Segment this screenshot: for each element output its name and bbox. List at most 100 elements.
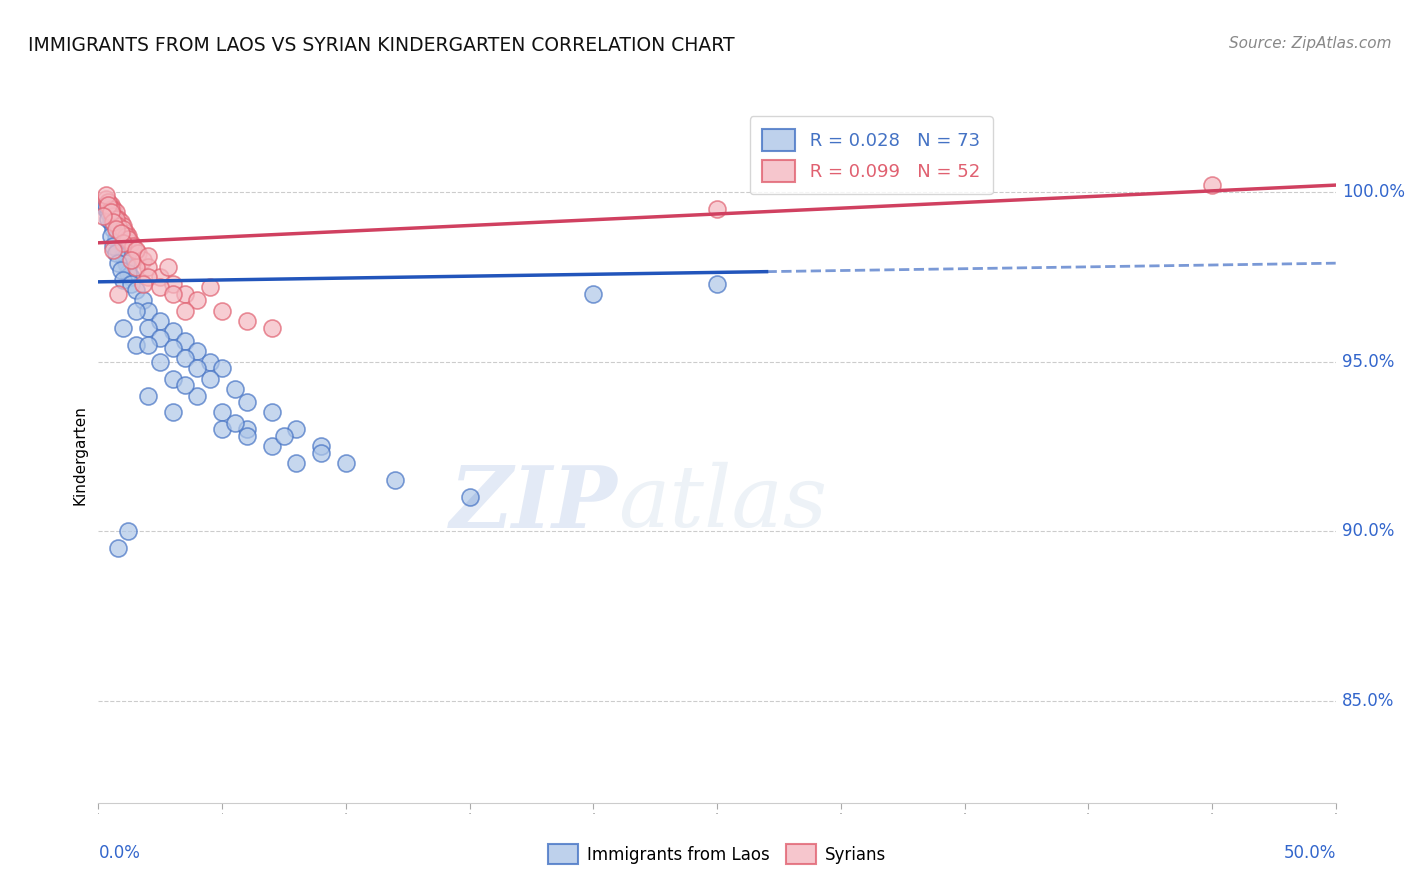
Point [162,341,184,355]
Text: 100.0%: 100.0% [1341,183,1405,201]
Point [94,188,117,202]
Point [124,303,146,318]
Point [104,212,127,227]
Point [94,202,117,216]
Point [100,209,122,223]
Point [107,219,129,233]
Point [124,337,146,351]
Point [107,256,129,270]
Point [112,249,135,263]
Point [186,344,208,359]
Text: 95.0%: 95.0% [1341,352,1395,370]
Point [260,405,283,419]
Point [100,205,122,219]
Text: 50.0%: 50.0% [1284,844,1336,862]
Point [112,219,135,233]
Point [198,354,221,368]
Point [107,243,129,257]
Point [309,446,332,460]
Point [132,252,155,267]
Point [224,382,246,396]
Point [149,280,172,294]
Point [103,212,125,227]
Point [114,229,136,244]
Point [127,246,149,260]
Point [104,222,127,236]
Point [112,235,135,250]
Point [174,303,197,318]
Point [224,416,246,430]
Point [156,260,179,274]
Point [260,320,283,334]
Point [117,266,139,280]
Y-axis label: Kindergarten: Kindergarten [72,405,87,505]
Point [120,252,142,267]
Point [107,226,129,240]
Point [117,524,139,539]
Point [100,202,122,216]
Point [335,457,357,471]
Point [97,198,120,212]
Point [211,422,233,436]
Point [273,429,295,443]
Point [104,246,127,260]
Point [136,249,159,263]
Point [114,252,136,267]
Point [149,314,172,328]
Point [186,293,208,308]
Legend: Immigrants from Laos, Syrians: Immigrants from Laos, Syrians [541,838,893,871]
Point [260,439,283,453]
Point [103,243,125,257]
Point [136,388,159,402]
Point [104,232,127,246]
Point [100,215,122,229]
Point [236,429,259,443]
Point [120,277,142,291]
Point [103,202,125,216]
Point [162,405,184,419]
Text: 85.0%: 85.0% [1341,692,1395,710]
Point [186,361,208,376]
Point [100,198,122,212]
Point [162,371,184,385]
Point [236,395,259,409]
Point [93,209,115,223]
Text: 0.0%: 0.0% [98,844,141,862]
Point [97,212,120,227]
Point [149,331,172,345]
Point [285,457,308,471]
Point [107,212,129,227]
Point [162,324,184,338]
Point [384,474,406,488]
Point [94,192,117,206]
Point [110,226,132,240]
Point [149,269,172,284]
Point [132,293,155,308]
Point [285,422,308,436]
Point [174,378,197,392]
Text: IMMIGRANTS FROM LAOS VS SYRIAN KINDERGARTEN CORRELATION CHART: IMMIGRANTS FROM LAOS VS SYRIAN KINDERGAR… [28,36,735,54]
Point [124,243,146,257]
Point [174,334,197,349]
Point [97,205,120,219]
Point [136,260,159,274]
Point [706,202,728,216]
Point [149,354,172,368]
Point [103,222,125,236]
Point [110,215,132,229]
Point [1201,178,1223,193]
Point [117,229,139,244]
Point [117,260,139,274]
Point [211,303,233,318]
Point [112,273,135,287]
Point [124,283,146,297]
Text: Source: ZipAtlas.com: Source: ZipAtlas.com [1229,36,1392,51]
Point [103,215,125,229]
Point [104,219,127,233]
Point [100,229,122,244]
Point [211,405,233,419]
Point [103,209,125,223]
Point [104,205,127,219]
Point [174,286,197,301]
Point [110,263,132,277]
